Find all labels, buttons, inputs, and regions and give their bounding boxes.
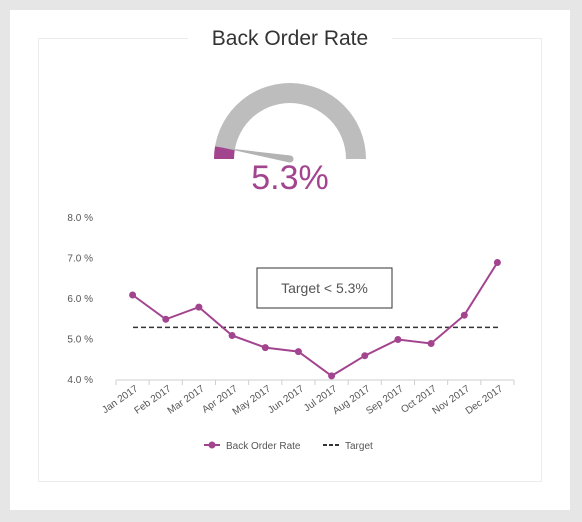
y-tick-label: 5.0 % [67,335,93,346]
legend-series-swatch-dot [208,441,216,449]
gauge-needle-tip [286,155,294,163]
legend-series-label: Back Order Rate [226,441,301,452]
x-tick-label: Mar 2017 [166,383,207,416]
x-tick-label: Jun 2017 [266,383,306,416]
gauge [214,83,366,163]
data-point [129,291,137,299]
legend: Back Order Rate Target [204,441,373,452]
data-point [294,348,302,356]
data-point [460,311,468,319]
gauge-needle [222,147,291,163]
y-tick-label: 6.0 % [67,294,93,305]
y-tick-labels: 4.0 % 5.0 % 6.0 % 7.0 % 8.0 % [67,213,93,386]
data-point [328,372,336,380]
gauge-track [214,83,366,159]
y-tick-label: 7.0 % [67,254,93,265]
target-annotation: Target < 5.3% [256,267,393,309]
data-point [228,332,236,339]
data-point [162,315,170,323]
kpi-value: 5.3% [251,159,329,197]
x-tick-label: Dec 2017 [464,383,506,417]
annotation-text: Target < 5.3% [281,280,368,296]
y-tick-label: 8.0 % [67,213,93,224]
widget-title: Back Order Rate [188,25,392,53]
x-tick-label: Sep 2017 [364,383,406,417]
series-line [132,261,499,378]
data-point [261,344,269,352]
series-points [129,259,501,380]
data-point [394,336,402,343]
annotation-box [256,267,393,309]
data-point [361,352,369,360]
y-tick-label: 4.0 % [67,375,93,386]
data-point [493,259,501,266]
x-tick-label: May 2017 [231,383,274,417]
data-point [427,340,435,347]
gauge-fill [214,146,235,159]
data-point [195,303,203,311]
legend-target-label: Target [345,441,373,452]
